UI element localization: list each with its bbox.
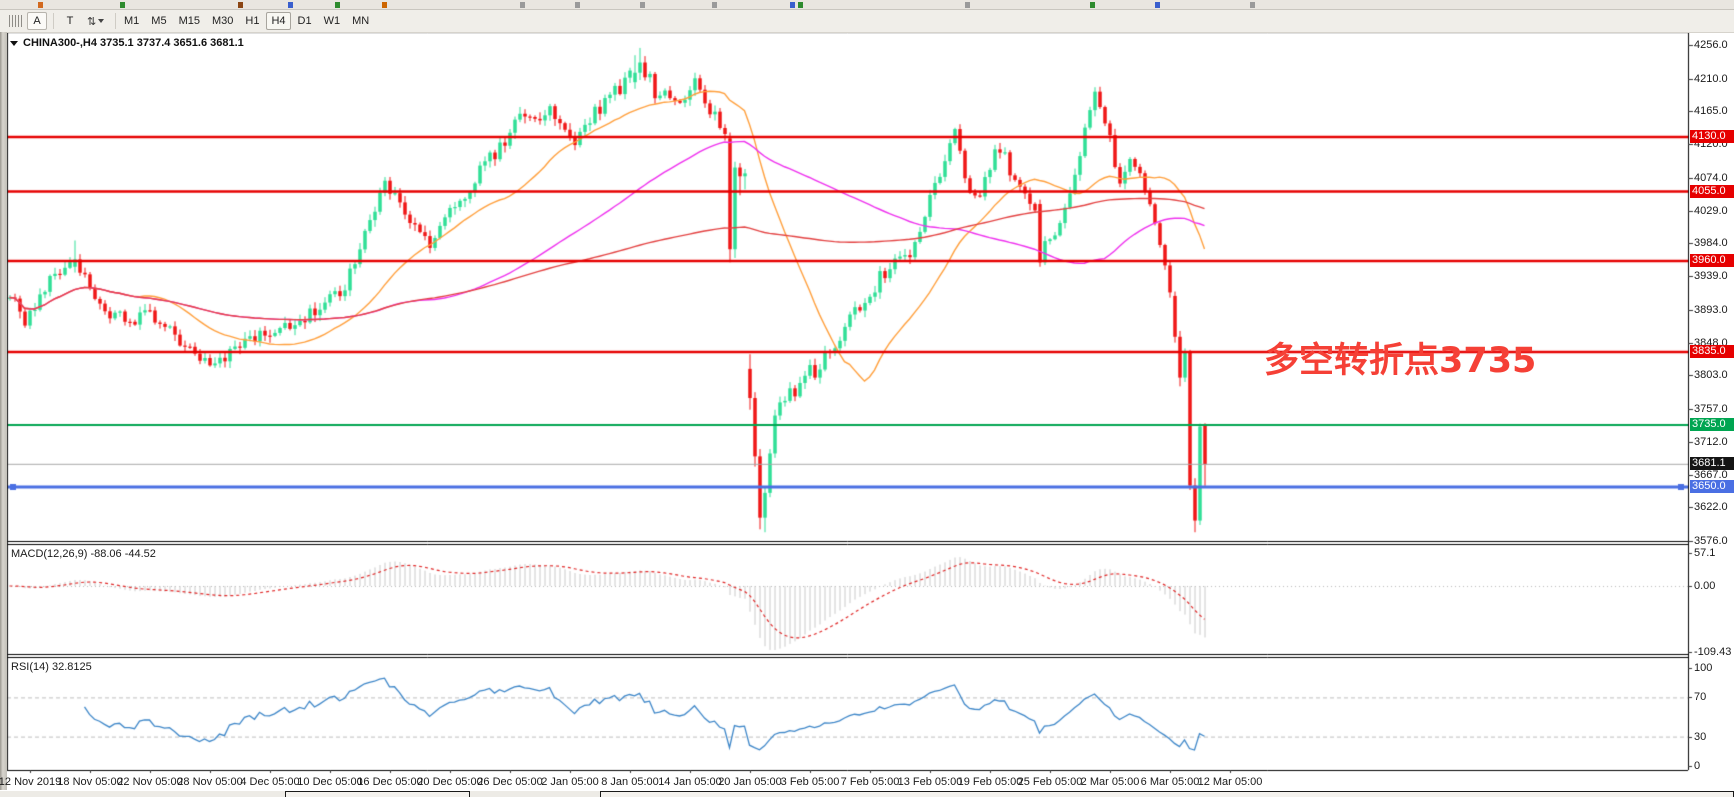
timeframe-button-MN[interactable]: MN [352,15,370,27]
rsi-axis-label: 100 [1694,662,1713,674]
date-label: 26 Dec 05:00 [477,776,543,788]
toolbar-separator [115,13,117,29]
date-label: 16 Dec 05:00 [357,776,423,788]
toolbar-icon-sliver [965,2,970,8]
date-label: 6 Mar 05:00 [1140,776,1200,788]
annotate-a-button[interactable]: A [27,12,47,30]
price-tick-label: 3984.0 [1694,237,1728,250]
price-tick-label: 3576.0 [1694,534,1728,547]
price-tick-label: 3622.0 [1694,501,1728,514]
toolbar-icon-sliver [640,2,645,8]
toolbar-separator [53,13,54,29]
toolbar-icon-sliver [1250,2,1255,8]
date-label: 28 Nov 05:00 [177,776,243,788]
price-tick-label: 3667.0 [1694,468,1728,481]
text-tool-button[interactable]: T [66,15,74,27]
toolbar-icon-sliver [38,2,43,8]
chart-annotation-text: 多空转折点3735 [1264,341,1537,381]
price-tick-label: 4256.0 [1694,39,1728,51]
toolbar-icon-sliver [238,2,243,8]
price-tick-label: 4165.0 [1694,105,1728,118]
date-label: 2 Jan 05:00 [541,776,599,788]
date-label: 12 Mar 05:00 [1197,776,1263,788]
price-tick-label: 3803.0 [1694,369,1728,382]
rsi-axis-label: 70 [1694,691,1707,703]
chevron-down-icon [98,19,105,23]
toolbar-icon-sliver [1155,2,1160,8]
timeframe-button-group: M1 M5 M15 M30 H1 H4 D1 W1 MN [118,11,375,31]
date-label: 14 Jan 05:00 [658,776,722,788]
toolbar-icon-sliver [335,2,340,8]
macd-indicator-label: MACD(12,26,9) -88.06 -44.52 [11,548,156,560]
price-badge-3650.0: 3650.0 [1690,480,1734,494]
date-label: 4 Dec 05:00 [240,776,300,788]
indicator-arrows-button[interactable]: ⇅ [82,12,109,30]
date-label: 25 Feb 05:00 [1017,776,1083,788]
date-label: 22 Nov 05:00 [117,776,183,788]
timeframe-button-M15[interactable]: M15 [178,15,200,27]
price-badge-4130.0: 4130.0 [1690,129,1734,143]
toolbar-icon-sliver [120,2,125,8]
date-label: 2 Mar 05:00 [1080,776,1140,788]
rsi-axis-label: 30 [1694,731,1707,743]
background-window-edge [600,791,1734,797]
date-label: 18 Nov 05:00 [57,776,123,788]
price-badge-3735.0: 3735.0 [1690,418,1734,432]
timeframe-button-W1[interactable]: W1 [323,15,341,27]
macd-axis-label: 57.1 [1694,547,1716,559]
price-tick-label: 4074.0 [1694,171,1728,184]
price-badge-3835.0: 3835.0 [1690,345,1734,359]
bottom-window-strip [0,791,1734,797]
rsi-indicator-label: RSI(14) 32.8125 [11,661,92,673]
date-label: 20 Jan 05:00 [718,776,782,788]
price-tick-label: 3939.0 [1694,270,1728,283]
symbol-dropdown-icon[interactable] [10,40,18,46]
toolbar-icon-sliver [798,2,803,8]
toolbar-icon-sliver [575,2,580,8]
date-label: 19 Feb 05:00 [957,776,1023,788]
macd-axis-label: -109.43 [1694,646,1732,658]
price-tick-label: 4029.0 [1694,204,1728,217]
price-tick-label: 3893.0 [1694,303,1728,316]
date-label: 3 Feb 05:00 [780,776,840,788]
price-tick-label: 3757.0 [1694,402,1728,415]
toolbar-icon-sliver [712,2,717,8]
arrows-icon: ⇅ [87,15,96,28]
toolbar-icon-sliver [288,2,293,8]
rsi-axis-label: 0 [1694,760,1701,772]
timeframe-button-M5[interactable]: M5 [151,15,167,27]
toolbar-icon-sliver [382,2,387,8]
window-left-edge [0,32,7,790]
price-badge-3681.1: 3681.1 [1690,457,1734,471]
timeframe-button-H4[interactable]: H4 [266,12,291,30]
date-label: 7 Feb 05:00 [840,776,900,788]
price-badge-4055.0: 4055.0 [1690,184,1734,198]
timeframe-button-M1[interactable]: M1 [124,15,140,27]
toolbar-icon-sliver [520,2,525,8]
price-badge-3960.0: 3960.0 [1690,253,1734,267]
date-label: 10 Dec 05:00 [297,776,363,788]
top-toolbar-strip [0,0,1734,10]
macd-axis-label: 0.00 [1694,580,1716,592]
toolbar-icon-sliver [1090,2,1095,8]
date-label: 8 Jan 05:00 [601,776,659,788]
price-tick-label: 4210.0 [1694,72,1728,85]
grid-icon[interactable] [9,15,23,27]
chart-title-text: CHINA300-,H4 3735.1 3737.4 3651.6 3681.1 [23,37,244,49]
date-label: 13 Feb 05:00 [897,776,963,788]
timeframe-button-M30[interactable]: M30 [211,15,234,27]
chart-title[interactable]: CHINA300-,H4 3735.1 3737.4 3651.6 3681.1 [10,37,244,49]
price-tick-label: 3712.0 [1694,435,1728,448]
date-label: 12 Nov 2019 [0,776,62,788]
timeframe-button-D1[interactable]: D1 [297,15,312,27]
timeframe-button-H1[interactable]: H1 [245,15,260,27]
toolbar-icon-sliver [790,2,795,8]
background-window-edge [285,791,470,797]
date-label: 20 Dec 05:00 [417,776,483,788]
chart-toolbar: A T ⇅ M1 M5 M15 M30 H1 H4 D1 W1 MN [0,10,1734,33]
